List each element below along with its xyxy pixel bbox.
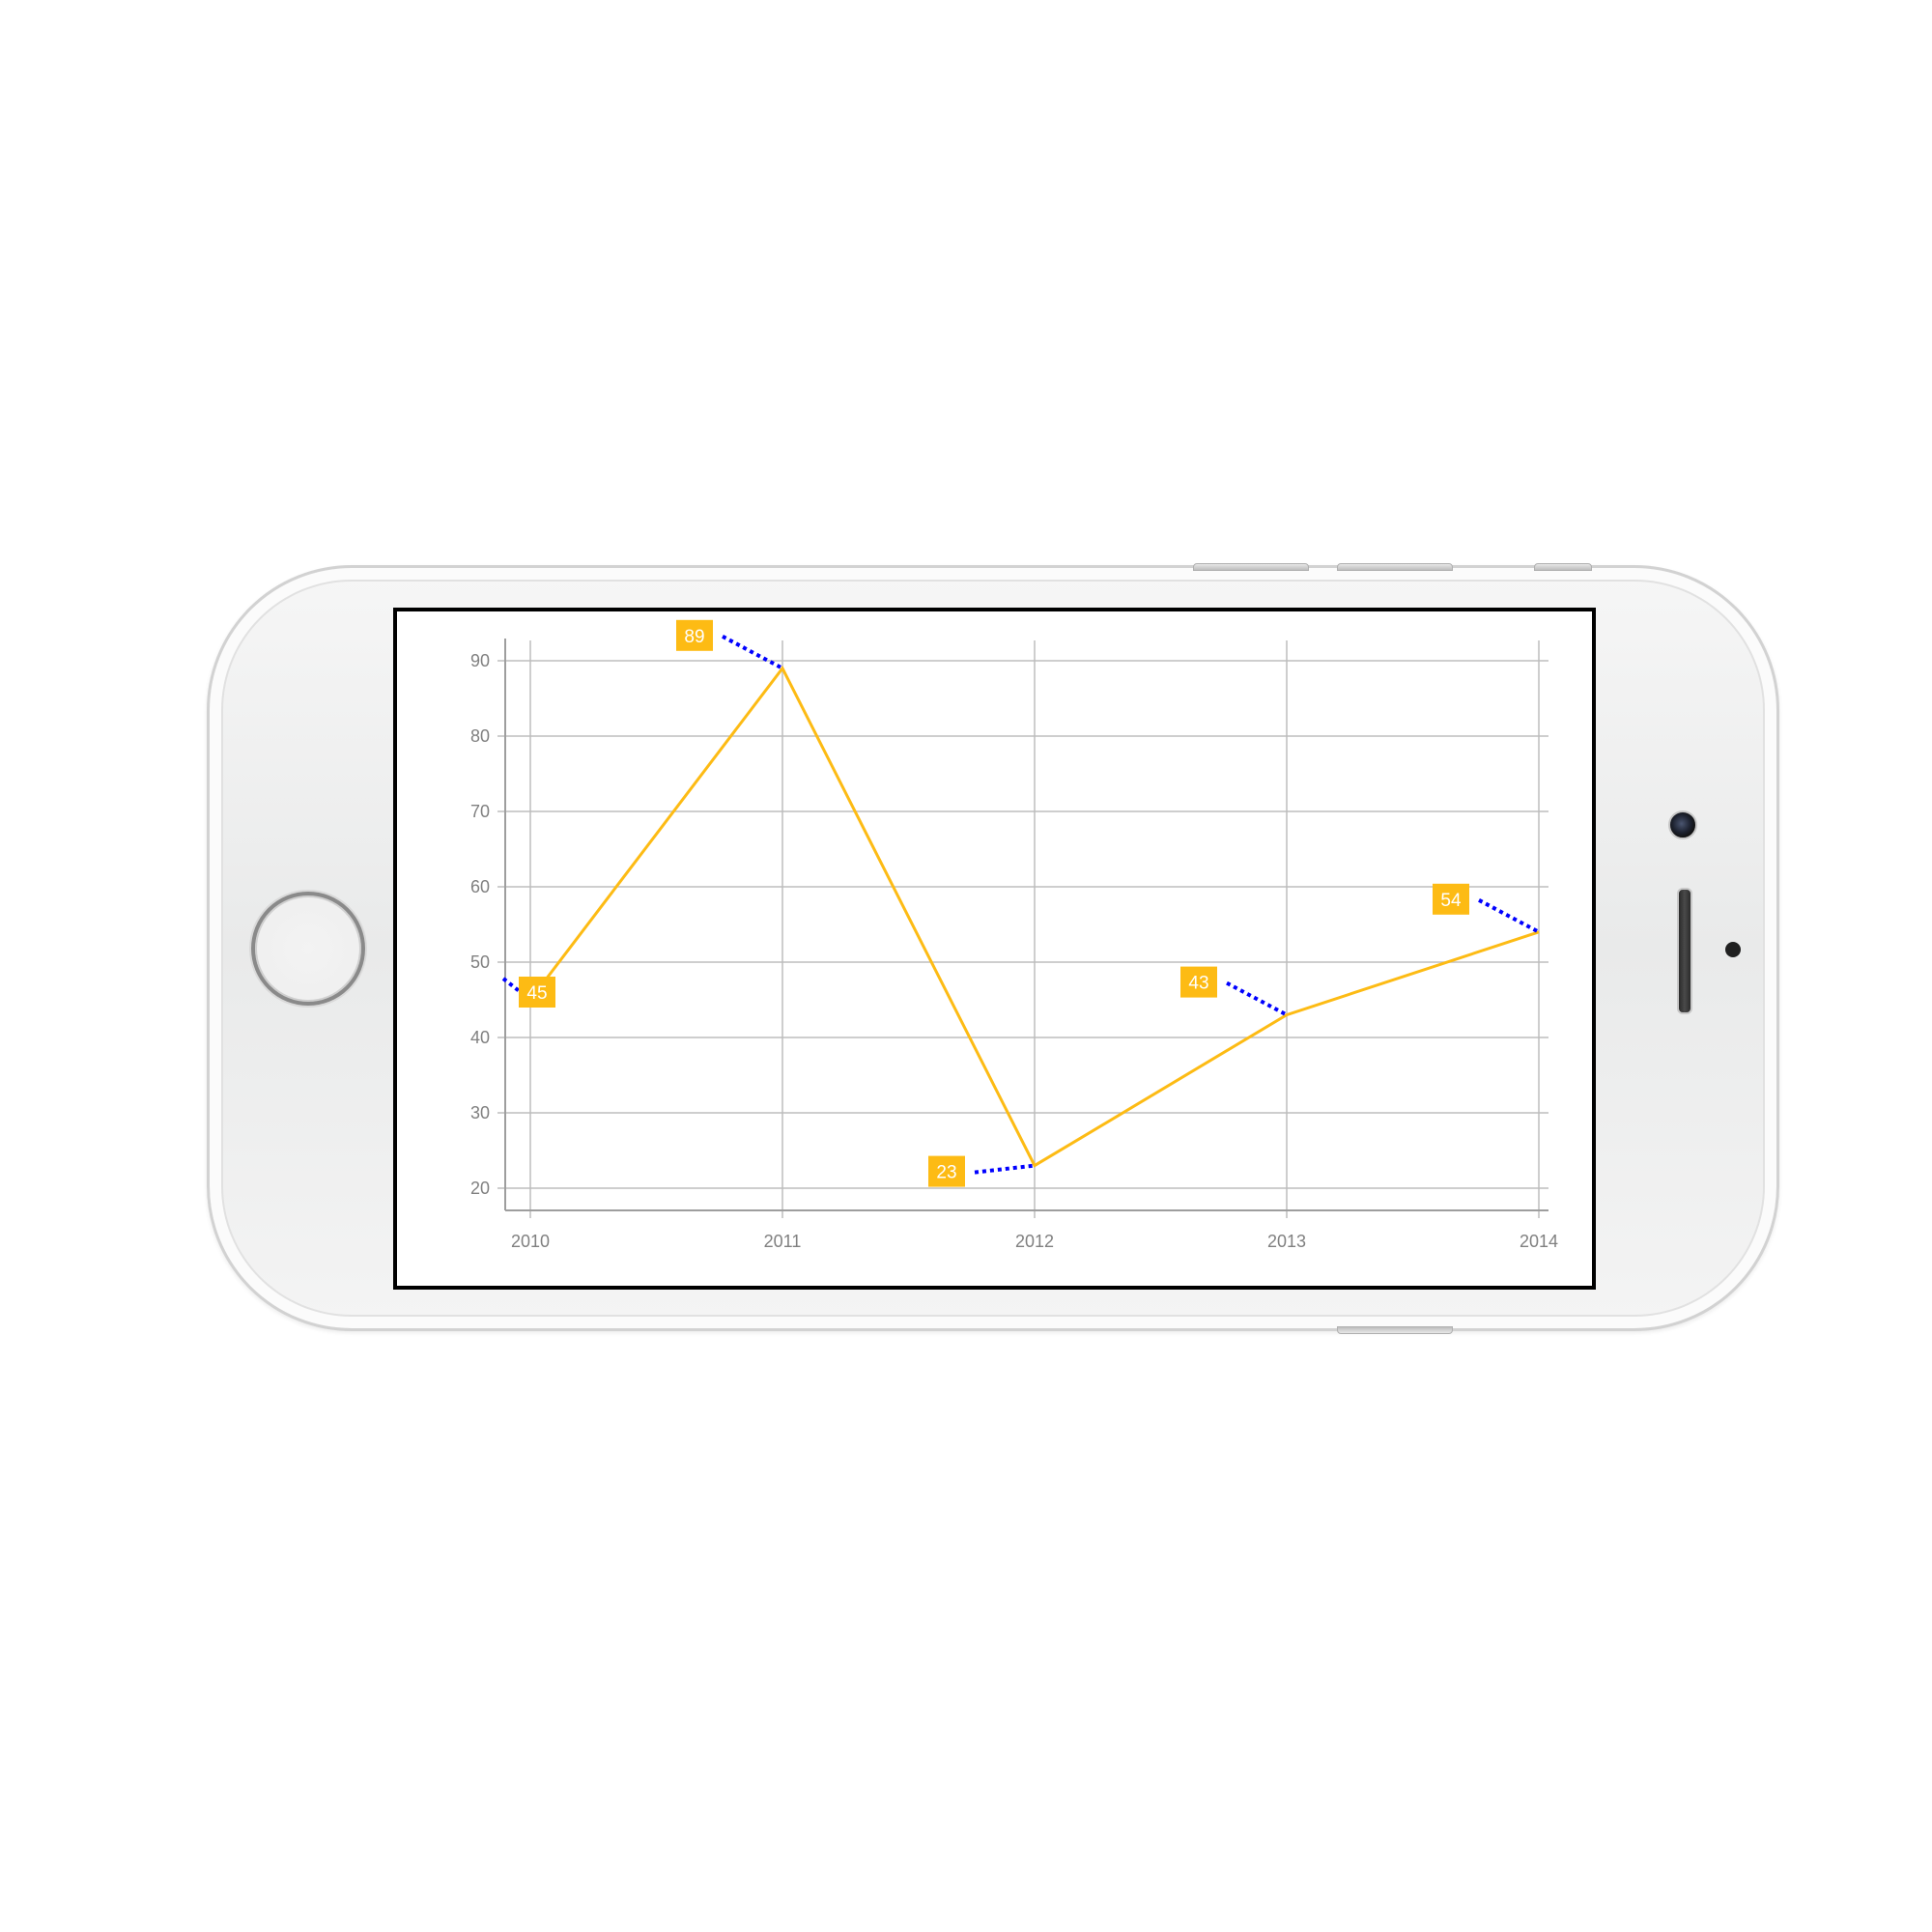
series-line: [528, 665, 1540, 1168]
chart-axes: [504, 639, 1548, 1211]
x-tick-label: 2012: [1015, 1232, 1054, 1251]
data-label: 54: [1440, 891, 1462, 911]
y-tick-label: 70: [470, 802, 490, 821]
data-label-box: [928, 1155, 965, 1187]
data-label-connector: [1478, 898, 1540, 934]
phone-screen: 20 30 40 50 60 70 80 90 2010 2011 2012 2013 2014 45…: [393, 608, 1596, 1290]
y-tick-label: 30: [470, 1103, 490, 1122]
horizontal-gridlines: [497, 660, 1548, 1189]
series-line-path: [528, 665, 1540, 1168]
y-axis-tick-labels: 20 30 40 50 60 70 80 90: [470, 651, 490, 1198]
data-label-connector: [722, 635, 783, 670]
data-labels: 45 89 23 43 54: [501, 619, 1540, 1187]
y-tick-label: 80: [470, 726, 490, 746]
power-button: [1534, 563, 1592, 571]
data-label: 43: [1188, 974, 1208, 994]
x-tick-label: 2014: [1520, 1232, 1558, 1251]
y-tick-label: 90: [470, 651, 490, 670]
data-label: 45: [526, 983, 547, 1004]
data-label-box: [1180, 966, 1217, 998]
x-tick-label: 2013: [1267, 1232, 1306, 1251]
proximity-sensor: [1725, 942, 1741, 957]
data-label-connector: [1226, 980, 1288, 1017]
y-tick-label: 60: [470, 877, 490, 896]
data-label-box: [676, 619, 713, 651]
line-chart: 20 30 40 50 60 70 80 90 2010 2011 2012 2013 2014 45…: [470, 619, 1558, 1251]
camera-lens: [1668, 810, 1697, 839]
data-label-connector: [974, 1163, 1036, 1175]
data-label-box: [1433, 883, 1469, 915]
x-tick-label: 2011: [764, 1232, 802, 1251]
mute-switch: [1193, 563, 1309, 571]
data-label-box: [519, 977, 555, 1008]
vertical-gridlines: [529, 640, 1540, 1218]
data-label: 89: [684, 627, 704, 647]
data-label: 23: [936, 1163, 956, 1183]
volume-down-button: [1337, 1326, 1453, 1334]
data-label-connector: [501, 977, 532, 1002]
y-tick-label: 20: [470, 1179, 490, 1198]
x-tick-label: 2010: [511, 1232, 550, 1251]
y-tick-label: 50: [470, 952, 490, 972]
x-axis-tick-labels: 2010 2011 2012 2013 2014: [511, 1232, 1558, 1251]
y-tick-label: 40: [470, 1028, 490, 1047]
home-button[interactable]: [251, 892, 365, 1006]
volume-up-button: [1337, 563, 1453, 571]
earpiece-speaker: [1677, 888, 1692, 1014]
